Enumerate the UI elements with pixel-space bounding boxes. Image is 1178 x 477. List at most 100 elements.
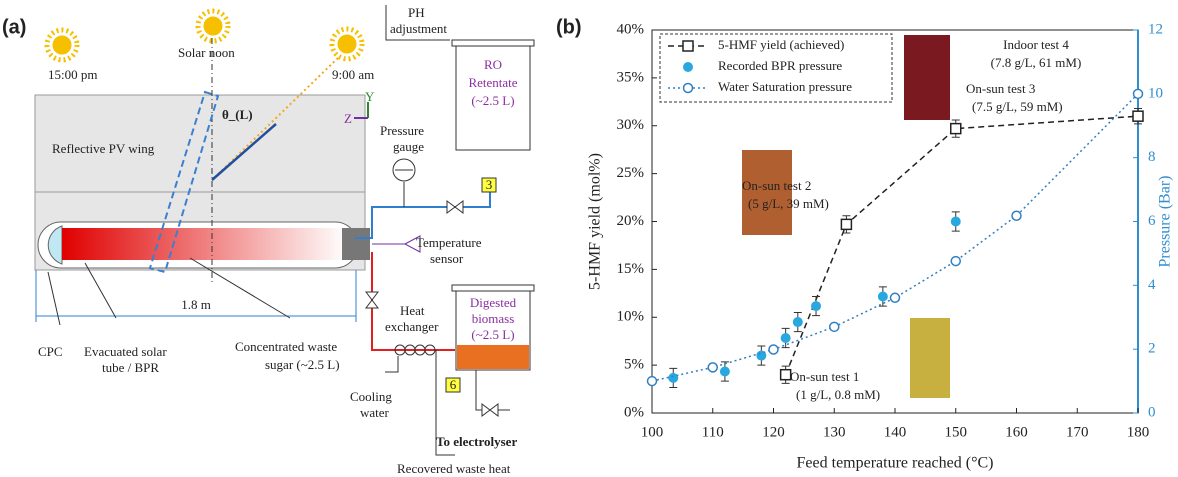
label: 15:00 pm bbox=[48, 67, 97, 82]
x-tick-label: 140 bbox=[884, 424, 907, 440]
y-tick-label: 30% bbox=[617, 117, 645, 133]
marker bbox=[951, 257, 960, 266]
label: Concentrated waste bbox=[235, 339, 337, 354]
marker bbox=[781, 333, 791, 343]
label: 3 bbox=[486, 177, 493, 192]
y2-tick-label: 2 bbox=[1148, 341, 1156, 357]
y-tick-label: 0% bbox=[624, 404, 644, 420]
pipe bbox=[372, 252, 455, 350]
y-tick-label: 40% bbox=[617, 21, 645, 37]
label: (~2.5 L) bbox=[471, 327, 514, 342]
outlet bbox=[342, 228, 370, 260]
annotation: (5 g/L, 39 mM) bbox=[748, 196, 829, 211]
label: Reflective PV wing bbox=[52, 141, 155, 156]
label: sensor bbox=[430, 251, 464, 266]
diagram: (a) 15:00 pm Solar noon 9:00 am Reflecti… bbox=[2, 5, 534, 476]
marker bbox=[1133, 111, 1143, 121]
marker bbox=[830, 322, 839, 331]
label: gauge bbox=[393, 139, 424, 154]
sugar bbox=[62, 228, 347, 260]
label: Cooling bbox=[350, 389, 392, 404]
x-tick-label: 150 bbox=[945, 424, 968, 440]
marker bbox=[878, 292, 888, 302]
label: tube / BPR bbox=[102, 360, 159, 375]
marker bbox=[951, 124, 961, 134]
x-tick-label: 130 bbox=[823, 424, 846, 440]
legend-label: Water Saturation pressure bbox=[718, 79, 852, 94]
annotation: On-sun test 1 bbox=[790, 369, 859, 384]
marker bbox=[841, 219, 851, 229]
label: adjustment bbox=[390, 21, 447, 36]
x-tick-label: 170 bbox=[1066, 424, 1089, 440]
marker bbox=[668, 373, 678, 383]
y-tick-label: 15% bbox=[617, 261, 645, 277]
label: Z bbox=[344, 111, 352, 126]
y-tick-label: 20% bbox=[617, 213, 645, 229]
figure: (a) 15:00 pm Solar noon 9:00 am Reflecti… bbox=[0, 0, 1178, 477]
label: RO bbox=[484, 57, 502, 72]
marker bbox=[769, 345, 778, 354]
annotation: On-sun test 2 bbox=[742, 178, 811, 193]
y-axis-label: 5-HMF yield (mol%) bbox=[587, 153, 604, 290]
label: To electrolyser bbox=[436, 434, 517, 449]
x-tick-label: 160 bbox=[1005, 424, 1028, 440]
x-tick-label: 100 bbox=[641, 424, 664, 440]
y2-tick-label: 10 bbox=[1148, 85, 1163, 101]
y2-axis-label: Pressure (Bar) bbox=[1157, 176, 1174, 268]
biomass bbox=[457, 345, 529, 369]
label: 1.8 m bbox=[181, 297, 211, 312]
label: Heat bbox=[400, 303, 425, 318]
marker bbox=[648, 377, 657, 386]
label: Temperature bbox=[416, 235, 482, 250]
legend-label: Recorded BPR pressure bbox=[718, 58, 842, 73]
marker bbox=[720, 367, 730, 377]
marker bbox=[811, 301, 821, 311]
legend-label: 5-HMF yield (achieved) bbox=[718, 37, 844, 52]
label: biomass bbox=[472, 311, 515, 326]
series-line bbox=[652, 94, 1138, 381]
label: Pressure bbox=[380, 123, 424, 138]
photo bbox=[904, 35, 950, 120]
label: water bbox=[360, 405, 390, 420]
x-tick-label: 110 bbox=[702, 424, 724, 440]
y-tick-label: 5% bbox=[624, 357, 644, 373]
x-tick-label: 120 bbox=[762, 424, 785, 440]
valve bbox=[447, 201, 463, 213]
lid bbox=[452, 40, 534, 46]
y2-tick-label: 4 bbox=[1148, 277, 1156, 293]
annotation: (7.8 g/L, 61 mM) bbox=[991, 55, 1082, 70]
marker bbox=[1134, 89, 1143, 98]
annotation: Indoor test 4 bbox=[1003, 37, 1069, 52]
label: 6 bbox=[450, 377, 457, 392]
annotation: (1 g/L, 0.8 mM) bbox=[796, 387, 880, 402]
y2-tick-label: 8 bbox=[1148, 149, 1156, 165]
x-tick-label: 180 bbox=[1127, 424, 1150, 440]
marker bbox=[951, 217, 961, 227]
y-tick-label: 10% bbox=[617, 309, 645, 325]
marker bbox=[793, 317, 803, 327]
label: Recovered waste heat bbox=[397, 461, 511, 476]
series-line bbox=[786, 116, 1138, 375]
legend-marker bbox=[683, 62, 693, 72]
y2-tick-label: 0 bbox=[1148, 404, 1156, 420]
photo bbox=[910, 318, 950, 398]
marker bbox=[1012, 211, 1021, 220]
label: 9:00 am bbox=[332, 67, 374, 82]
legend-marker bbox=[683, 41, 693, 51]
label: exchanger bbox=[385, 319, 439, 334]
label: sugar (~2.5 L) bbox=[265, 357, 340, 372]
annotation: On-sun test 3 bbox=[966, 81, 1035, 96]
y-tick-label: 35% bbox=[617, 69, 645, 85]
label: Evacuated solar bbox=[84, 344, 167, 359]
lid bbox=[452, 285, 534, 291]
marker bbox=[891, 293, 900, 302]
label: Y bbox=[365, 89, 375, 104]
label: (~2.5 L) bbox=[471, 93, 514, 108]
label: Solar noon bbox=[178, 45, 235, 60]
label: PH bbox=[408, 5, 425, 20]
valve bbox=[366, 292, 378, 308]
label: θ_(L) bbox=[222, 107, 253, 122]
panel-label: (b) bbox=[556, 16, 582, 38]
legend-marker bbox=[684, 84, 693, 93]
